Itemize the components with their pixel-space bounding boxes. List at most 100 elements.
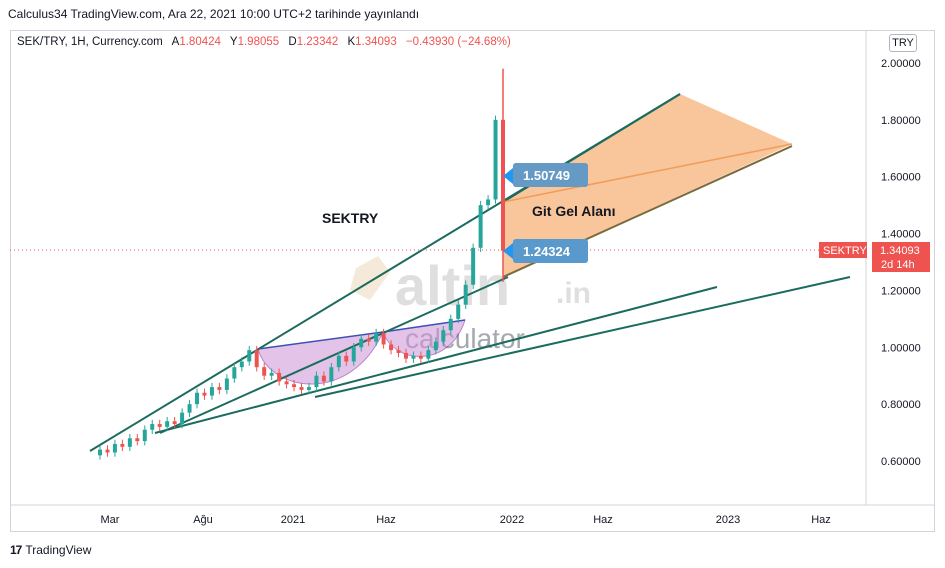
candle-body (247, 350, 252, 362)
candle-body (306, 387, 311, 390)
candle-body (486, 199, 491, 206)
candle-body (284, 381, 289, 385)
high-value: 1.98055 (237, 36, 280, 48)
candle-body (150, 424, 155, 430)
candle-body (224, 378, 229, 390)
publish-header: Calculus34 TradingView.com, Ara 22, 2021… (8, 7, 420, 21)
candle-body (418, 355, 423, 359)
time-tick-label: Mar (101, 514, 120, 526)
candle-body (98, 449, 102, 456)
candle-body (426, 350, 431, 359)
candle-body (441, 330, 446, 342)
candle-body (277, 372, 282, 382)
change-value: −0.43930 (−24.68%) (405, 36, 511, 48)
candle-body (344, 355, 349, 362)
chart-frame[interactable] (10, 30, 935, 532)
candle-body (478, 205, 483, 248)
lower-marker-value: 1.24324 (523, 244, 571, 259)
price-tag-price: 1.34093 (880, 245, 920, 257)
currency-button[interactable]: TRY (889, 34, 917, 52)
open-value: 1.80424 (179, 36, 221, 48)
symbol-legend: SEK/TRY, 1H, Currency.com A1.80424 Y1.98… (17, 36, 517, 48)
candle-body (389, 344, 394, 351)
zone-label: Git Gel Alanı (532, 203, 616, 219)
candle-body (336, 355, 341, 368)
footer-brand: TradingView (25, 543, 92, 557)
symbol-name: SEK/TRY, 1H, Currency.com (17, 36, 163, 48)
price-tick-label: 1.80000 (881, 115, 921, 127)
candle-body (180, 412, 185, 425)
upper-marker: 1.50749 (503, 163, 588, 187)
low-label: D (288, 36, 297, 48)
trendline-upper (89, 93, 681, 452)
candle-body (217, 387, 222, 390)
upper-marker-value: 1.50749 (523, 168, 570, 183)
candle-body (463, 284, 468, 305)
candle-body (120, 443, 125, 447)
candle-body (269, 372, 274, 376)
candle-body (314, 375, 319, 388)
cup-neckline (257, 331, 384, 350)
price-tag-symbol: SEKTRY (823, 245, 867, 257)
candle-body (299, 387, 304, 390)
candle-body (157, 424, 162, 427)
open-label: A (171, 36, 180, 48)
time-tick-label: 2023 (716, 514, 740, 526)
candle-body (165, 421, 170, 427)
candle-body (448, 318, 453, 331)
candle-body (366, 338, 371, 342)
trendline-mid (159, 276, 509, 434)
price-tick-label: 2.00000 (881, 58, 921, 70)
high-label: Y (229, 36, 238, 48)
price-tick-label: 1.20000 (881, 285, 921, 297)
candle-body (254, 350, 259, 368)
candle-body (172, 421, 177, 425)
chart-annotation-title: SEKTRY (322, 210, 379, 226)
candle-body (209, 387, 214, 396)
price-tag-countdown: 2d 14h (881, 259, 915, 271)
candle-body (105, 449, 110, 453)
time-tick-label: Haz (376, 514, 396, 526)
price-tag: SEKTRY 1.34093 2d 14h (819, 242, 930, 272)
trendline-support-1 (154, 286, 718, 434)
low-value: 1.23342 (296, 36, 339, 48)
time-tick-label: 2021 (281, 514, 305, 526)
time-tick-label: Haz (811, 514, 831, 526)
close-label: K (347, 36, 356, 48)
candle-body (381, 333, 386, 345)
watermark-brand: altin (395, 254, 510, 317)
candle-body (262, 367, 267, 376)
close-value: 1.34093 (355, 36, 397, 48)
watermark-tld: .in (556, 277, 591, 310)
price-tick-label: 0.60000 (881, 456, 921, 468)
tradingview-logo-icon: 17 (10, 543, 22, 557)
candle-body (239, 361, 244, 368)
candle-body (396, 350, 401, 353)
candle-body (493, 119, 498, 200)
watermark: altin .in (350, 254, 591, 317)
candle-body (329, 367, 334, 382)
target-zone (503, 94, 792, 277)
lower-marker: 1.24324 (503, 239, 588, 263)
candle-body (351, 347, 356, 362)
candle-body (411, 355, 416, 359)
trendline-support-2 (314, 276, 851, 398)
candle-body (321, 375, 326, 382)
candle-body (471, 247, 476, 285)
candle-body (202, 392, 207, 396)
time-tick-label: Ağu (193, 514, 213, 526)
candle-body (403, 352, 408, 359)
zone-mid-line (502, 143, 793, 203)
time-axis: Mar Ağu 2021 Haz 2022 Haz 2023 Haz (101, 514, 831, 526)
candle-body (135, 438, 140, 442)
candle-body (127, 438, 132, 447)
time-tick-label: Haz (593, 514, 613, 526)
candle-body (195, 392, 200, 405)
price-axis: 2.00000 1.80000 1.60000 1.40000 1.20000 1.000… (881, 58, 921, 468)
candles-layer (98, 68, 505, 460)
candle-body (359, 338, 364, 348)
candle-body (292, 384, 297, 388)
candle-body (232, 367, 237, 379)
price-tick-label: 1.40000 (881, 229, 921, 241)
